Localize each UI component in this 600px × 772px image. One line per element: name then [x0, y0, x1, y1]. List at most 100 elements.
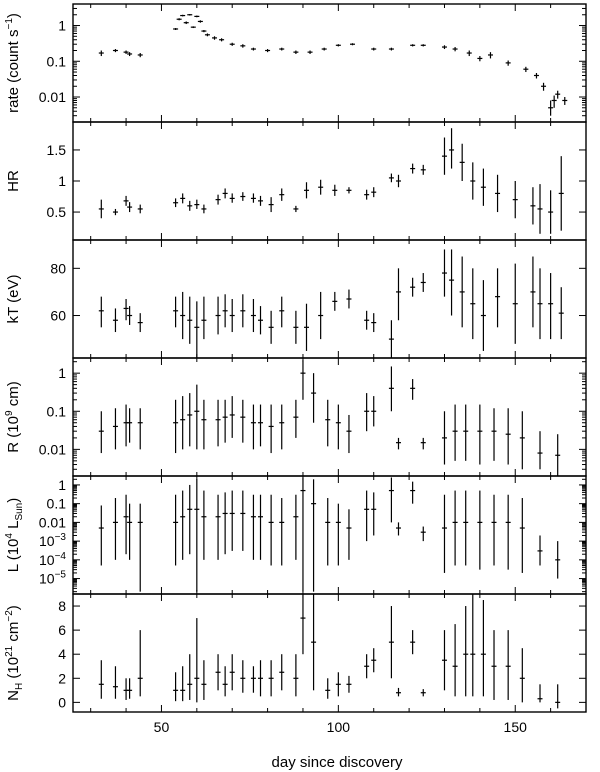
data-point: [537, 431, 543, 470]
data-point: [300, 477, 306, 592]
data-point: [180, 14, 186, 17]
data-point: [558, 156, 564, 231]
data-point: [491, 630, 497, 700]
data-point: [555, 541, 561, 579]
data-point: [194, 384, 200, 450]
data-point: [176, 18, 182, 21]
data-point: [190, 26, 196, 29]
data-point: [123, 678, 129, 700]
x-tick-label: 100: [327, 719, 351, 735]
data-point: [388, 320, 394, 358]
data-point: [293, 50, 299, 54]
data-point: [541, 82, 547, 91]
data-point: [98, 199, 104, 219]
data-point: [307, 50, 313, 54]
y-tick-label: 1: [58, 365, 66, 381]
data-point: [519, 498, 525, 573]
data-point: [229, 42, 235, 46]
data-point: [346, 509, 352, 560]
data-point: [364, 654, 370, 679]
data-point: [258, 306, 264, 335]
data-point: [201, 660, 207, 700]
y-tick-label: 60: [50, 308, 66, 324]
data-point: [279, 296, 285, 328]
data-point: [180, 396, 186, 450]
data-point: [371, 396, 377, 427]
data-point: [268, 310, 274, 344]
data-point: [173, 198, 179, 208]
data-point: [201, 204, 207, 214]
data-point: [491, 494, 497, 566]
data-point: [98, 411, 104, 454]
data-point: [495, 268, 501, 328]
data-point: [335, 404, 341, 450]
data-point: [304, 303, 310, 351]
data-point: [463, 404, 469, 461]
data-point: [441, 45, 447, 50]
data-point: [410, 481, 416, 504]
data-point: [127, 306, 133, 325]
y-tick-label: 0.01: [39, 514, 66, 530]
data-point: [229, 490, 235, 551]
data-point: [519, 648, 525, 703]
y-axis-label: HR: [5, 170, 22, 192]
data-point: [279, 498, 285, 566]
data-point: [279, 654, 285, 691]
data-point: [229, 654, 235, 691]
data-point: [187, 296, 193, 344]
data-point: [123, 299, 129, 321]
data-point: [240, 44, 246, 48]
data-point: [98, 50, 104, 57]
data-point: [173, 399, 179, 454]
y-tick-label: 0.1: [47, 53, 67, 69]
data-point: [349, 43, 355, 46]
data-point: [222, 188, 228, 199]
data-point: [137, 53, 143, 58]
panel-frame: [72, 475, 587, 595]
data-point: [173, 296, 179, 328]
data-point: [123, 404, 129, 447]
data-point: [250, 193, 256, 203]
data-point: [555, 90, 561, 99]
data-point: [127, 408, 133, 443]
data-point: [180, 490, 186, 560]
data-point: [335, 44, 341, 47]
y-tick-label: 0.01: [39, 89, 66, 105]
data-point: [332, 291, 338, 311]
data-point: [311, 594, 317, 691]
data-point: [201, 490, 207, 560]
data-point: [187, 200, 193, 211]
data-point: [558, 287, 564, 340]
data-point: [410, 277, 416, 297]
data-point: [410, 379, 416, 400]
data-point: [548, 273, 554, 340]
data-point: [420, 44, 426, 47]
data-point: [268, 197, 274, 213]
data-point: [346, 289, 352, 309]
y-tick-label: 0.01: [39, 441, 66, 457]
x-axis-label: day since discovery: [272, 754, 403, 771]
data-point: [304, 182, 310, 199]
data-point: [452, 47, 458, 52]
data-point: [463, 606, 469, 697]
data-point: [346, 187, 352, 194]
data-point: [194, 618, 200, 703]
data-point: [183, 21, 189, 25]
data-point: [388, 47, 394, 51]
data-point: [548, 190, 554, 234]
data-point: [533, 72, 539, 79]
panel-frame: [72, 593, 587, 713]
panel-frame: [72, 239, 587, 359]
data-point: [293, 654, 299, 697]
data-point: [194, 15, 200, 18]
data-point: [480, 280, 486, 351]
data-point: [123, 50, 129, 54]
y-tick-label: 6: [58, 622, 66, 638]
data-point: [441, 411, 447, 465]
data-point: [332, 184, 338, 196]
data-point: [364, 189, 370, 200]
data-point: [137, 313, 143, 333]
y-tick-label: 80: [50, 260, 66, 276]
data-point: [335, 672, 341, 697]
data-point: [505, 494, 511, 570]
